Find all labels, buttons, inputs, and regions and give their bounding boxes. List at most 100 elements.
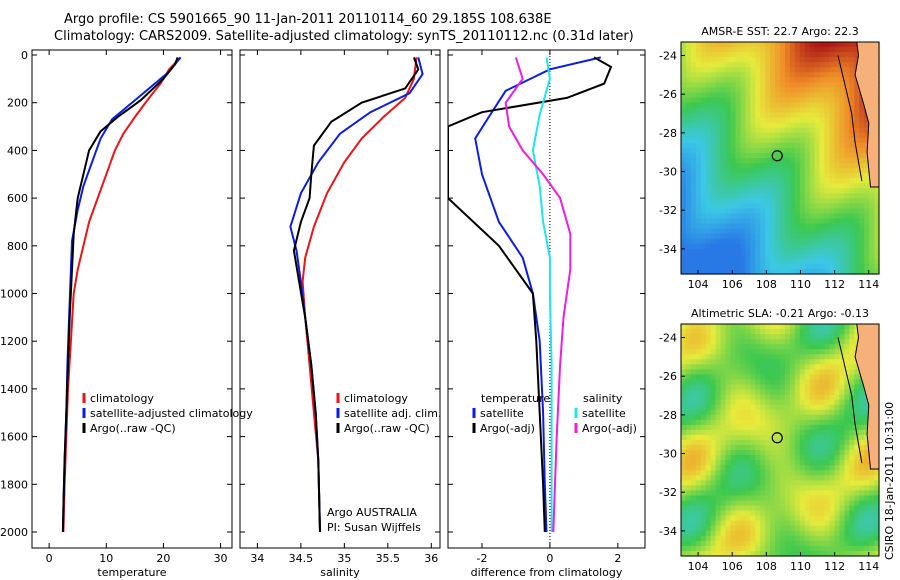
map-cell <box>834 233 840 240</box>
map-cell <box>735 500 741 507</box>
map-cell <box>849 550 855 557</box>
map-cell <box>775 218 781 225</box>
map-cell <box>750 419 756 426</box>
map-cell <box>760 480 766 486</box>
map-cell <box>804 394 811 401</box>
map-cell <box>681 324 687 330</box>
map-cell <box>784 87 791 94</box>
map-cell <box>814 268 821 275</box>
map-cell <box>705 102 712 109</box>
map-cell <box>814 253 821 260</box>
map-cell <box>775 364 781 370</box>
map-cell <box>869 490 875 497</box>
map-cell <box>859 429 865 436</box>
map-cell <box>819 268 826 275</box>
map-cell <box>784 505 791 512</box>
map-cell <box>784 424 791 431</box>
map-cell <box>789 268 796 275</box>
map-cell <box>789 208 796 215</box>
map-cell <box>829 142 836 149</box>
map-cell <box>829 193 836 199</box>
map-cell <box>720 384 727 391</box>
map-cell <box>715 354 722 360</box>
map-cell <box>854 520 860 527</box>
map-cell <box>725 213 732 220</box>
map-cell <box>730 42 737 48</box>
map-cell <box>804 500 811 507</box>
map-cell <box>695 132 702 139</box>
map-cell <box>819 97 826 104</box>
map-cell <box>869 515 875 522</box>
map-cell <box>715 550 722 557</box>
map-cell <box>839 112 845 119</box>
map-cell <box>685 218 692 225</box>
map-cell <box>859 122 865 129</box>
map-cell <box>681 374 687 381</box>
map-cell <box>700 389 707 396</box>
map-cell <box>735 414 741 421</box>
map-cell <box>819 389 826 396</box>
map-cell <box>700 530 707 537</box>
map-cell <box>819 460 826 466</box>
map-cell <box>834 339 840 345</box>
map-cell <box>784 535 791 542</box>
map-cell <box>720 409 727 416</box>
map-cell <box>799 389 806 396</box>
map-cell <box>844 188 850 194</box>
map-cell <box>740 550 746 557</box>
y-tick-label: 2000 <box>0 526 28 539</box>
map-cell <box>874 475 880 481</box>
map-cell <box>849 414 855 421</box>
map-cell <box>690 147 697 154</box>
map-cell <box>864 490 870 497</box>
map-cell <box>730 399 737 406</box>
map-cell <box>740 440 746 446</box>
map-cell <box>775 173 781 179</box>
map-cell <box>775 394 781 401</box>
map-cell <box>755 394 761 401</box>
map-cell <box>700 178 707 184</box>
map-cell <box>814 369 821 376</box>
map-cell <box>869 480 875 486</box>
map-cell <box>705 203 712 210</box>
map-cell <box>700 248 707 255</box>
map-cell <box>784 545 791 552</box>
map-cell <box>735 198 741 204</box>
map-cell <box>839 490 845 497</box>
map-cell <box>794 168 801 174</box>
map-cell <box>814 203 821 210</box>
map-cell <box>755 193 761 199</box>
map-cell <box>819 228 826 235</box>
map-cell <box>685 188 692 194</box>
map-cell <box>780 349 786 355</box>
map-cell <box>775 243 781 250</box>
map-cell <box>780 500 786 507</box>
map-cell <box>735 82 741 88</box>
map-cell <box>720 122 727 129</box>
map-cell <box>681 389 687 396</box>
map-cell <box>824 414 831 421</box>
map-cell <box>755 47 761 53</box>
map-cell <box>809 384 816 391</box>
map-cell <box>839 440 845 446</box>
map-cell <box>784 470 791 476</box>
map-cell <box>789 349 796 355</box>
map-cell <box>819 152 826 159</box>
map-cell <box>750 208 756 215</box>
map-cell <box>695 47 702 53</box>
map-cell <box>725 434 732 441</box>
map-cell <box>819 419 826 426</box>
map-cell <box>710 369 717 376</box>
map-cell <box>809 455 816 461</box>
map-cell <box>839 495 845 502</box>
map-cell <box>765 147 771 154</box>
map-cell <box>814 429 821 436</box>
map-cell <box>799 520 806 527</box>
map-cell <box>844 545 850 552</box>
x-axis-label: difference from climatology <box>471 566 623 579</box>
map-cell <box>725 218 732 225</box>
map-cell <box>755 349 761 355</box>
map-cell <box>784 515 791 522</box>
map-cell <box>844 505 850 512</box>
map-cell <box>740 334 746 340</box>
